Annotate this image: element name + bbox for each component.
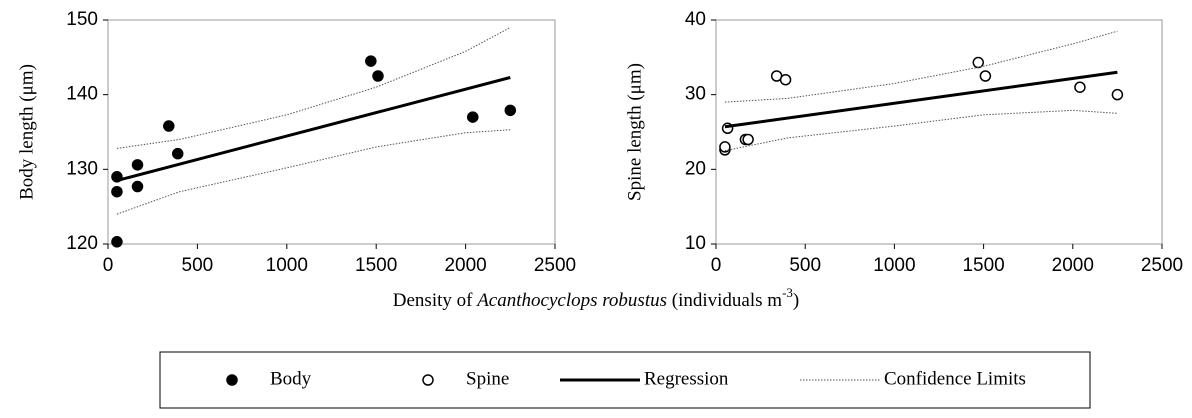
point	[171, 147, 184, 160]
plot-frame	[715, 19, 1163, 245]
x-tick-label: 1500	[355, 255, 397, 276]
y-tick-label: 30	[685, 84, 706, 105]
point	[111, 185, 123, 198]
x-tick-label: 2000	[1052, 255, 1094, 276]
point	[1074, 81, 1086, 93]
point	[979, 70, 992, 82]
point	[972, 56, 984, 69]
regression-line	[724, 70, 1118, 129]
x-tick-label: 0	[103, 255, 114, 276]
point	[1111, 88, 1124, 101]
x-axis-label: Density of Acanthocyclops robustus (indi…	[393, 285, 799, 311]
legend-label: Confidence Limits	[884, 368, 1026, 389]
point	[365, 55, 377, 67]
point	[742, 133, 754, 146]
confidence-upper	[116, 27, 511, 149]
x-tick-label: 2500	[1141, 255, 1183, 276]
point	[111, 236, 123, 248]
x-tick-label: 1000	[266, 255, 308, 276]
regression-line	[116, 76, 511, 182]
legend-marker	[226, 374, 238, 386]
point	[163, 120, 175, 132]
x-tick-label: 1000	[873, 255, 915, 276]
plot-frame	[107, 19, 556, 245]
y-axis-label: Body length (μm)	[16, 64, 37, 200]
x-tick-label: 500	[789, 255, 821, 276]
legend-label: Regression	[644, 368, 729, 389]
confidence-lower	[116, 129, 511, 215]
point	[504, 104, 517, 117]
point	[719, 141, 731, 153]
x-tick-label: 1500	[962, 255, 1004, 276]
y-tick-label: 130	[66, 158, 98, 179]
x-tick-label: 2500	[534, 255, 576, 276]
x-tick-label: 2000	[444, 255, 486, 276]
point	[372, 70, 384, 82]
point	[467, 111, 479, 123]
legend-label: Body	[270, 368, 312, 389]
y-tick-label: 40	[685, 9, 706, 30]
point	[779, 73, 792, 86]
x-tick-label: 0	[711, 255, 722, 276]
y-tick-label: 20	[685, 158, 706, 179]
y-tick-label: 140	[66, 84, 98, 105]
y-tick-label: 150	[66, 9, 98, 30]
confidence-upper	[724, 30, 1118, 103]
y-axis-label: Spine length (μm)	[624, 63, 645, 201]
x-tick-label: 500	[182, 255, 214, 276]
point	[131, 180, 144, 193]
y-tick-label: 10	[685, 233, 706, 254]
legend-marker	[422, 374, 434, 386]
legend-box	[159, 351, 1091, 409]
legend-label: Spine	[466, 368, 509, 389]
confidence-lower	[724, 109, 1118, 152]
point	[131, 159, 144, 171]
y-tick-label: 120	[66, 233, 98, 254]
